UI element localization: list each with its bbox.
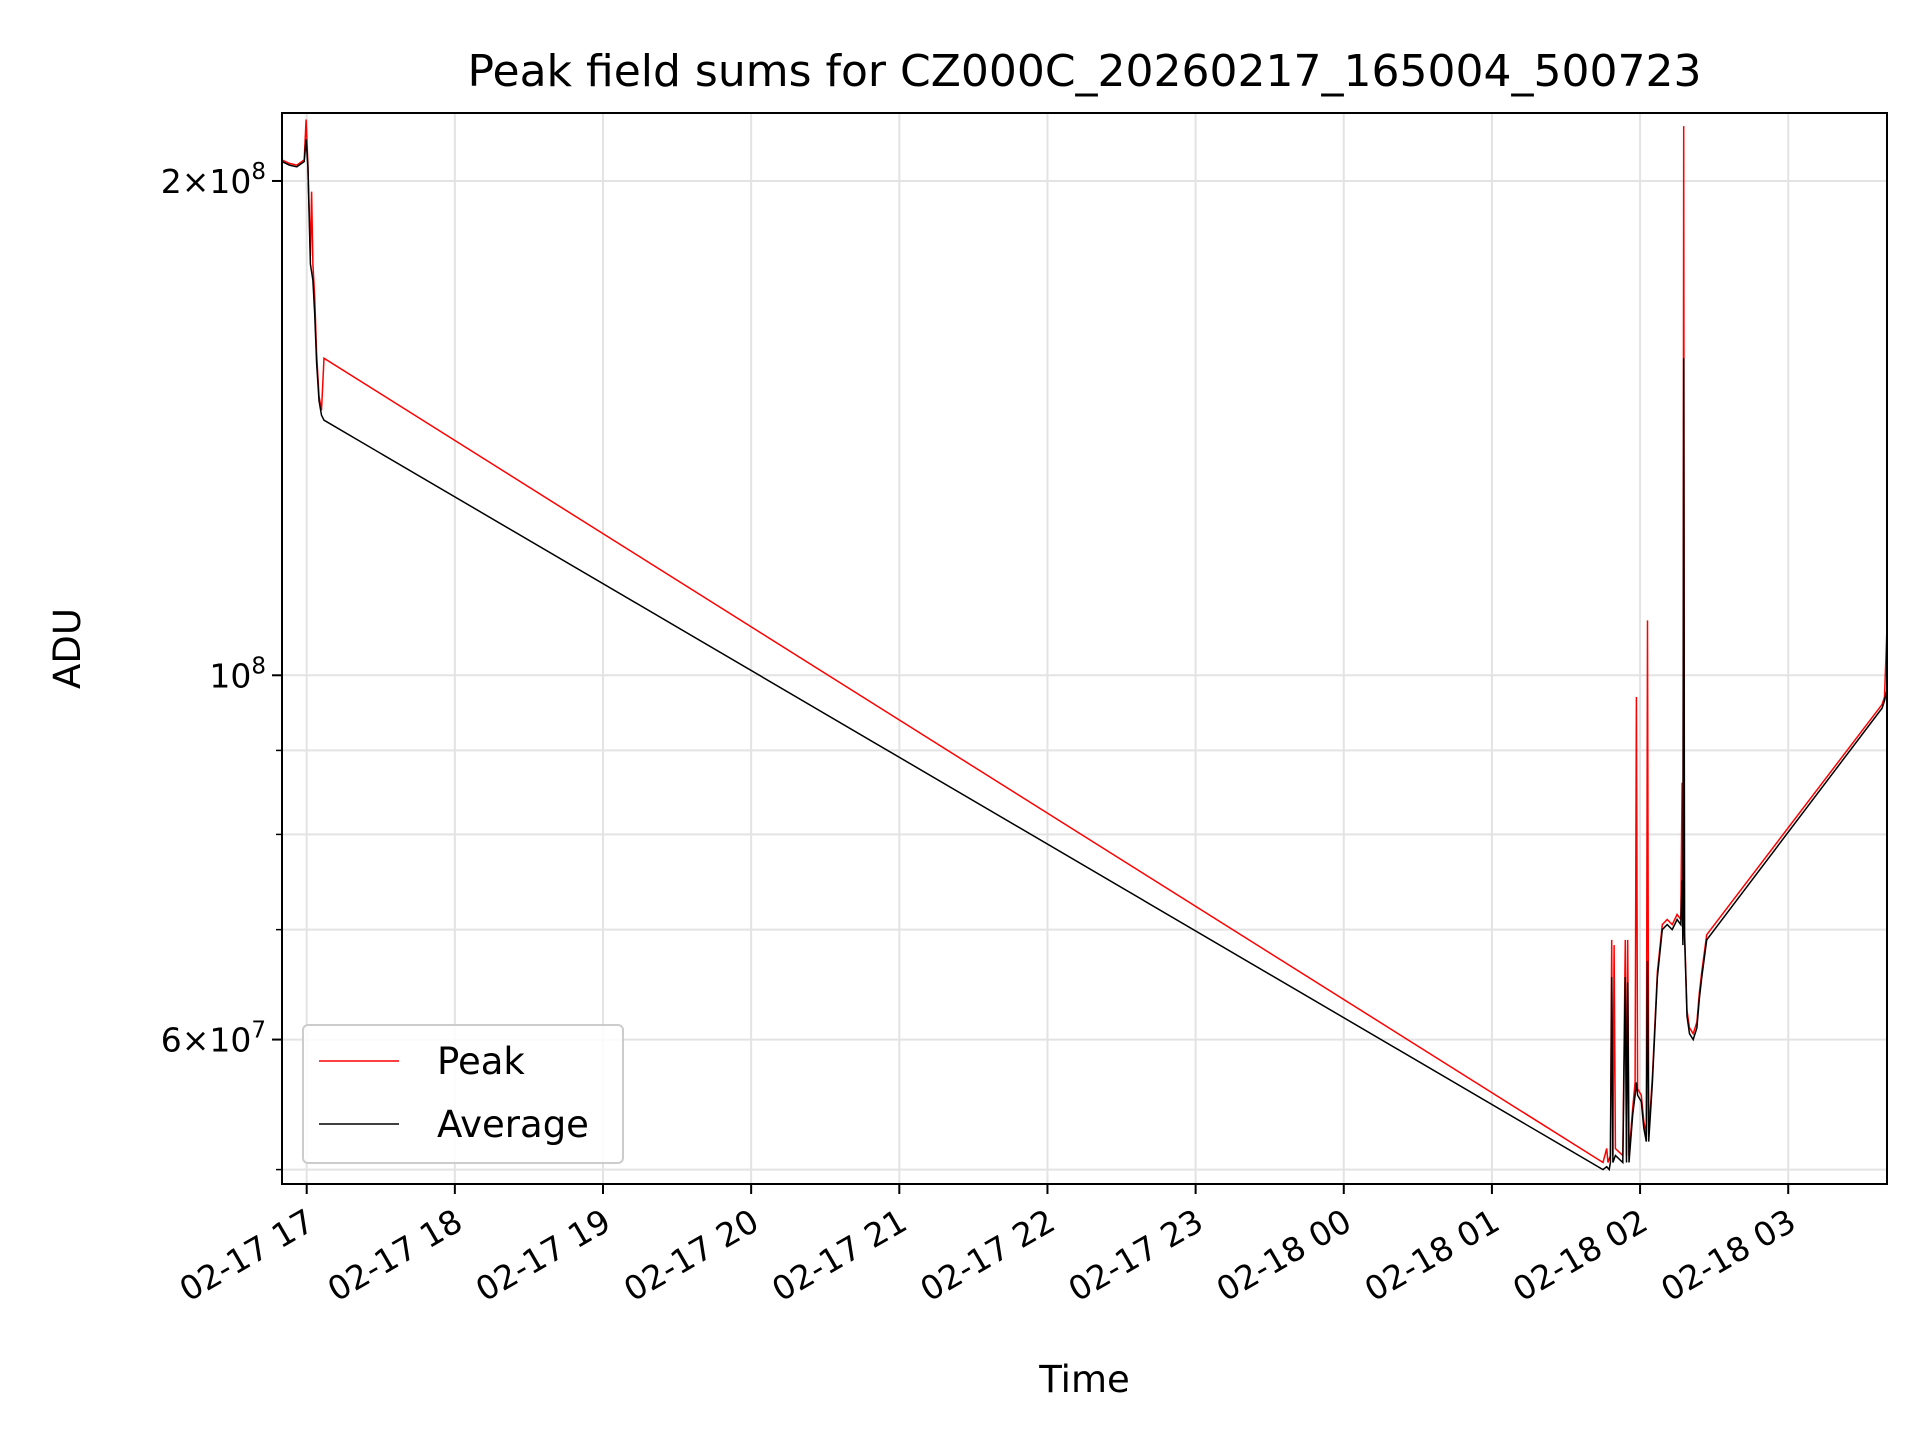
legend: Peak Average — [302, 1024, 624, 1164]
series-line-average — [282, 139, 1887, 1172]
legend-box — [302, 1024, 624, 1164]
legend-label: Peak — [437, 1040, 525, 1083]
y-tick-label: 108 — [209, 653, 266, 695]
y-tick-label: 2×108 — [161, 159, 266, 201]
plot-series — [282, 119, 1887, 1172]
plot-frame — [281, 112, 1888, 1185]
y-axis-label: ADU — [46, 608, 89, 689]
legend-label: Average — [437, 1103, 589, 1146]
y-tick-label: 6×107 — [161, 1018, 266, 1060]
chart-title: Peak field sums for CZ000C_20260217_1650… — [468, 46, 1702, 97]
x-axis-label: Time — [1038, 1358, 1130, 1401]
